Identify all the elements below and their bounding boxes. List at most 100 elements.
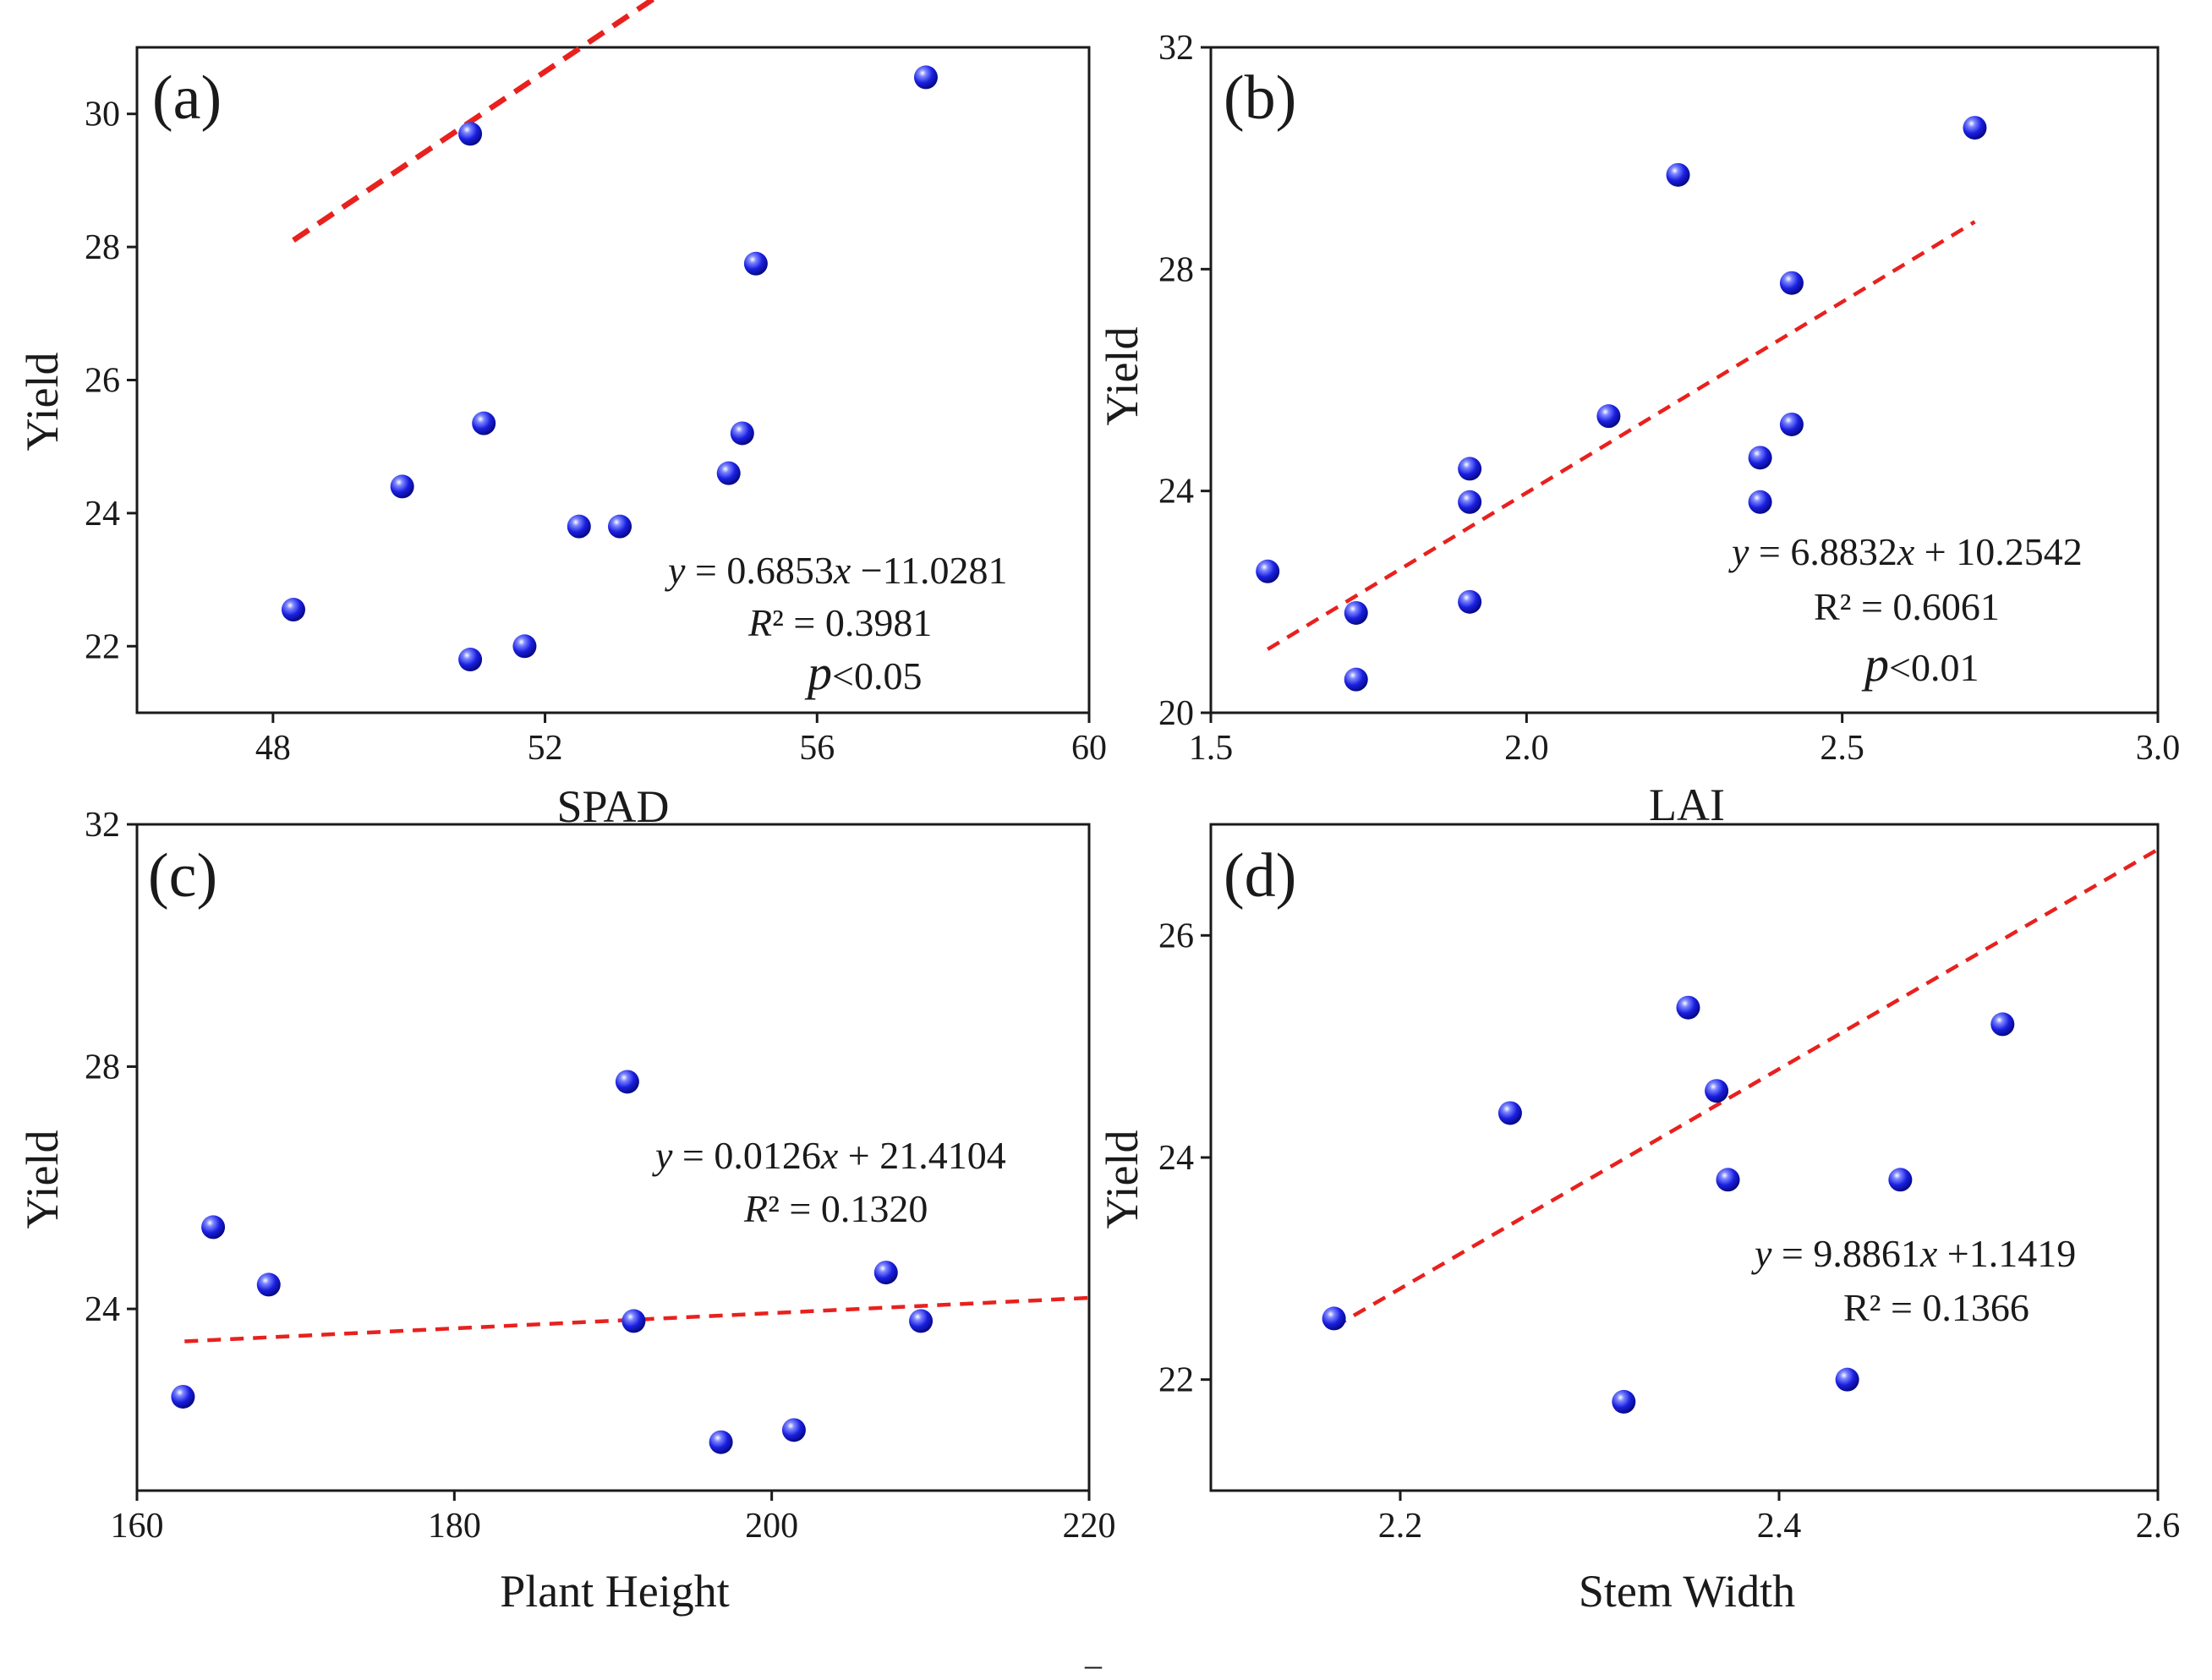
- x-tick-label: 56: [799, 729, 835, 768]
- x-tick-label: 60: [1071, 729, 1107, 768]
- y-tick-label: 22: [1158, 1361, 1194, 1400]
- data-point: [1990, 1012, 2015, 1037]
- panel-a-tag: (a): [152, 63, 222, 133]
- x-tick-label: 2.5: [1820, 729, 1864, 768]
- y-tick-label: 26: [1158, 917, 1194, 955]
- x-tick-label: 220: [1063, 1507, 1116, 1546]
- data-point: [1748, 446, 1772, 470]
- data-point: [1596, 404, 1621, 429]
- eq-intercept: + 10.2542: [1914, 530, 2082, 573]
- r2-symbol: R: [743, 1187, 768, 1230]
- plot-frame: [1209, 46, 2160, 714]
- eq-slope: = 0.6853: [685, 549, 833, 592]
- data-point: [567, 514, 591, 539]
- r2-value: ² = 0.1320: [768, 1187, 928, 1230]
- p-symbol: p: [804, 645, 832, 700]
- eq-x-symbol: x: [820, 1134, 839, 1177]
- data-point: [390, 474, 414, 499]
- eq-y-symbol: y: [1728, 530, 1749, 573]
- panel-b-r2: R² = 0.6061: [1814, 585, 2000, 628]
- data-point: [171, 1384, 195, 1409]
- eq-slope: = 9.8861: [1771, 1232, 1919, 1275]
- panel-b-p: p<0.01: [1861, 637, 1979, 692]
- panel-c-y-title: Yield: [17, 1130, 68, 1229]
- y-tick-label: 28: [85, 1048, 120, 1087]
- data-point: [1716, 1168, 1740, 1192]
- regression-line: [1267, 220, 1976, 651]
- data-point: [1705, 1079, 1729, 1103]
- data-point: [1344, 600, 1368, 625]
- x-tick-label: 2.4: [1757, 1507, 1802, 1546]
- eq-x-symbol: x: [1919, 1232, 1938, 1275]
- panel-c-x-title: Plant Height: [500, 1566, 729, 1617]
- y-tick-label: 22: [85, 627, 120, 666]
- plot-frame: [1209, 823, 2160, 1492]
- y-tick-label: 30: [85, 96, 120, 134]
- p-value: <0.01: [1889, 646, 1979, 689]
- data-point: [1497, 1101, 1522, 1125]
- data-point: [1458, 589, 1482, 614]
- data-point: [1748, 490, 1772, 514]
- panel-b-tag: (b): [1224, 63, 1296, 133]
- data-point: [512, 634, 537, 659]
- y-tick-label: 32: [1158, 29, 1194, 68]
- data-point: [1458, 490, 1482, 514]
- x-tick-label: 160: [111, 1507, 164, 1546]
- p-value: <0.05: [832, 654, 922, 698]
- panel-c-r2: R² = 0.1320: [743, 1187, 928, 1230]
- data-point: [458, 122, 483, 146]
- data-point: [913, 65, 938, 90]
- data-point: [1256, 559, 1280, 583]
- eq-intercept: + 21.4104: [838, 1134, 1005, 1177]
- data-point: [1888, 1168, 1913, 1192]
- panel-d-x-title: Stem Width: [1579, 1566, 1795, 1617]
- eq-slope: = 6.8832: [1749, 530, 1897, 573]
- y-tick-label: 24: [1158, 473, 1194, 512]
- footer-mark: –: [1084, 1645, 1103, 1680]
- y-tick-label: 28: [1158, 250, 1194, 289]
- data-point: [1458, 457, 1482, 481]
- data-point: [730, 421, 754, 446]
- panel-c-equation: y = 0.0126x + 21.4104: [652, 1134, 1006, 1177]
- eq-x-symbol: x: [833, 549, 851, 592]
- eq-y-symbol: y: [665, 549, 686, 592]
- y-tick-label: 20: [1158, 694, 1194, 733]
- x-tick-label: 48: [255, 729, 291, 768]
- panel-b-equation: y = 6.8832x + 10.2542: [1728, 530, 2083, 573]
- r2-symbol: R: [747, 601, 772, 644]
- data-point: [709, 1430, 733, 1454]
- y-tick-label: 24: [85, 1290, 120, 1329]
- data-point: [1666, 162, 1690, 187]
- data-point: [201, 1215, 226, 1239]
- panel-b-y-title: Yield: [1097, 327, 1147, 426]
- y-tick-label: 28: [85, 228, 120, 267]
- data-point: [281, 598, 305, 622]
- data-point: [1963, 116, 1987, 140]
- x-tick-label: 2.0: [1504, 729, 1549, 768]
- panel-a: (a) SPAD Yield y = 0.6853x −11.0281 R² =…: [17, 0, 1107, 832]
- x-tick-label: 52: [528, 729, 563, 768]
- panel-a-p: p<0.05: [804, 645, 922, 700]
- data-point: [1612, 1389, 1636, 1414]
- panel-c-tag: (c): [148, 841, 217, 911]
- data-point: [621, 1309, 646, 1333]
- panel-a-equation: y = 0.6853x −11.0281: [665, 549, 1008, 592]
- data-point: [608, 514, 632, 539]
- regression-line: [184, 1295, 1090, 1343]
- data-point: [1676, 995, 1700, 1020]
- panel-d-r2: R² = 0.1366: [1843, 1286, 2029, 1329]
- data-point: [781, 1418, 806, 1442]
- eq-slope: = 0.0126: [672, 1134, 820, 1177]
- data-point: [458, 648, 483, 672]
- data-point: [716, 461, 741, 485]
- x-tick-label: 2.6: [2136, 1507, 2181, 1546]
- data-point: [873, 1261, 898, 1285]
- panel-c: (c) Plant Height Yield y = 0.0126x + 21.…: [17, 806, 1116, 1617]
- data-point: [743, 251, 768, 276]
- panel-d: (d) Stem Width Yield y = 9.8861x +1.1419…: [1097, 823, 2181, 1617]
- data-point: [1322, 1306, 1346, 1331]
- panel-a-y-title: Yield: [17, 353, 68, 451]
- panel-b: (b) LAI Yield y = 6.8832x + 10.2542 R² =…: [1097, 29, 2180, 830]
- x-tick-label: 180: [428, 1507, 481, 1546]
